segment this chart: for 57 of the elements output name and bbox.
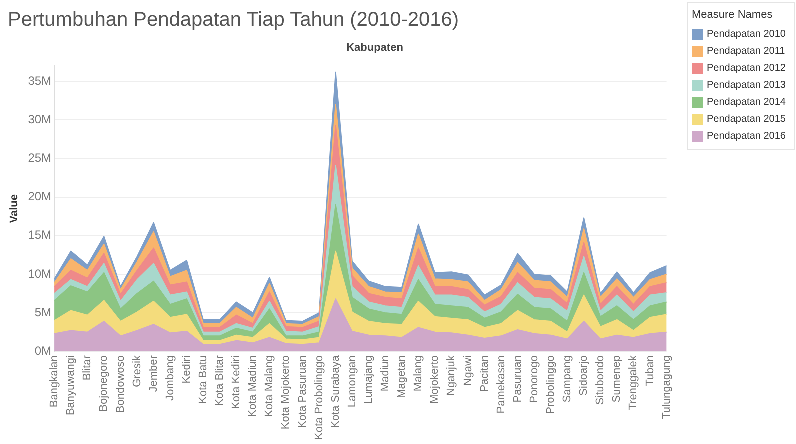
y-tick-label: 5M [34,305,52,320]
x-tick-label: Sidoarjo [578,356,590,396]
y-axis-title: Value [8,194,21,224]
x-tick-label: Tulungagung [660,356,673,420]
legend-title: Measure Names [692,9,774,21]
x-tick-label: Kota Surabaya [330,354,342,428]
y-tick-label: 25M [28,151,52,166]
x-tick-label: Kediri [180,356,193,384]
x-tick-label: Lamongan [346,356,358,408]
x-tick-label: Kota Blitar [214,355,226,406]
y-tick-label: 0M [34,344,52,358]
chart-title: Pertumbuhan Pendapatan Tiap Tahun (2010-2016) [8,9,460,32]
y-tick-label: 15M [28,228,52,242]
x-tick-label: Kota Batu [198,356,210,404]
legend-label: Pendapatan 2010 [707,29,786,40]
x-tick-label: Ngawi [462,356,474,386]
x-tick-label: Pasuruan [512,356,524,403]
x-tick-label: Kota Kediri [230,356,243,410]
x-tick-label: Bangkalan [48,356,61,408]
x-tick-label: Jember [148,355,160,392]
x-tick-label: Pamekasan [495,356,508,414]
x-tick-label: Blitar [82,355,94,381]
x-tick-label: Lumajang [362,356,375,404]
x-tick-label: Mojokerto [429,356,442,404]
x-tick-label: Trenggalek [628,355,640,410]
legend-label: Pendapatan 2016 [707,131,786,142]
x-tick-label: Sampang [562,356,574,403]
x-tick-label: Bojonegoro [98,356,110,412]
x-tick-label: Sumenep [611,356,624,403]
x-tick-label: Kota Madiun [247,356,260,418]
x-tick-label: Jombang [164,356,176,401]
x-tick-label: Nganjuk [446,355,458,396]
x-tick-label: Tuban [644,356,656,386]
legend-label: Pendapatan 2013 [707,80,786,91]
x-tick-label: Banyuwangi [65,356,78,416]
legend-label: Pendapatan 2014 [707,97,786,108]
x-tick-label: Malang [412,356,425,392]
y-tick-label: 30M [28,112,52,127]
legend-label: Pendapatan 2015 [707,114,786,125]
y-tick-label: 35M [28,74,52,88]
x-tick-label: Situbondo [594,356,607,406]
x-tick-label: Kota Probolinggo [313,356,326,440]
x-tick-label: Bondowoso [114,356,127,414]
x-tick-label: Pacitan [478,356,491,392]
x-tick-label: Madiun [380,356,392,392]
x-tick-label: Kota Malang [264,356,276,418]
y-tick-label: 20M [28,190,52,204]
x-tick-label: Kota Pasuruan [296,356,309,428]
x-tick-label: Kota Mojokerto [280,356,292,430]
x-tick-label: Ponorogo [528,356,540,404]
x-tick-label: Magetan [396,356,408,398]
legend-label: Pendapatan 2012 [707,63,786,74]
y-tick-label: 10M [28,266,52,281]
x-axis-title: Kabupaten [346,42,404,54]
x-tick-label: Probolinggo [545,356,557,414]
legend-label: Pendapatan 2011 [707,46,786,57]
x-tick-label: Gresik [131,355,144,388]
